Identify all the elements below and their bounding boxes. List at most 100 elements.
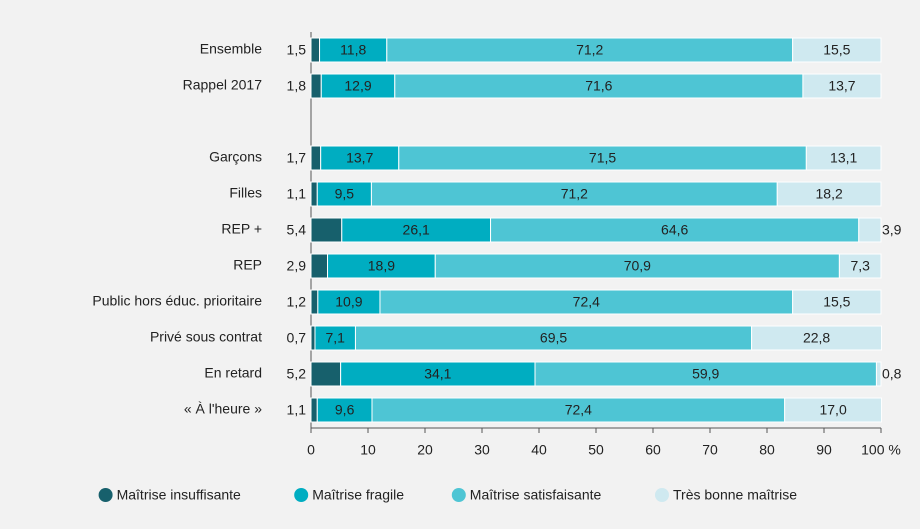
bar-segment	[341, 217, 492, 243]
bar-segment	[394, 73, 804, 99]
bar-segment	[354, 325, 753, 351]
value-label: 10,9	[335, 294, 362, 310]
value-label: 1,2	[287, 294, 307, 310]
value-label: 18,2	[816, 186, 843, 202]
x-tick-label: 50	[588, 442, 604, 458]
bar-segment	[802, 73, 882, 99]
bar-segment	[310, 325, 316, 351]
value-label: 5,4	[287, 222, 307, 238]
value-label: 17,0	[819, 402, 846, 418]
value-label: 18,9	[368, 258, 395, 274]
category-label: REP +	[221, 221, 262, 237]
value-label: 13,1	[830, 150, 857, 166]
value-label: 15,5	[823, 42, 850, 58]
bar-segment	[379, 289, 794, 315]
value-label: 69,5	[540, 330, 567, 346]
value-label: 2,9	[287, 258, 307, 274]
value-label: 5,2	[287, 366, 307, 382]
category-label: « À l'heure »	[184, 401, 262, 417]
bar-segment	[370, 181, 778, 207]
value-label: 71,6	[585, 78, 612, 94]
legend-swatch	[451, 488, 466, 502]
value-label: 26,1	[403, 222, 430, 238]
bar-segment	[327, 253, 436, 279]
bar-segment	[310, 37, 321, 63]
bar-segment	[310, 145, 322, 171]
bar-segment	[316, 181, 372, 207]
legend-label: Maîtrise insuffisante	[117, 487, 241, 503]
value-label: 12,9	[344, 78, 371, 94]
value-label: 34,1	[424, 366, 451, 382]
value-label: 1,5	[287, 42, 307, 58]
x-tick-label: 60	[645, 442, 661, 458]
bar-segment	[317, 289, 381, 315]
value-label: 1,1	[287, 402, 307, 418]
value-label: 13,7	[828, 78, 855, 94]
bar-segment	[398, 145, 807, 171]
bar-segment	[792, 37, 882, 63]
value-label: 7,3	[850, 258, 870, 274]
bar-segment	[490, 217, 860, 243]
bar-segment	[858, 217, 882, 243]
value-label: 0,7	[287, 330, 307, 346]
category-label: REP	[233, 257, 262, 273]
bar-segment	[320, 145, 400, 171]
value-label: 1,1	[287, 186, 307, 202]
category-label: Public hors éduc. prioritaire	[92, 293, 262, 309]
x-tick-label: 10	[360, 442, 376, 458]
value-label: 3,9	[882, 222, 902, 238]
value-label: 72,4	[573, 294, 600, 310]
bar-segment	[371, 397, 786, 423]
value-label: 1,7	[287, 150, 307, 166]
x-tick-label: 70	[702, 442, 718, 458]
bar-segment	[314, 325, 356, 351]
bar-segment	[310, 289, 319, 315]
legend-swatch	[294, 488, 309, 502]
category-label: Rappel 2017	[183, 77, 263, 93]
category-label: Garçons	[209, 149, 262, 165]
x-tick-label: 30	[474, 442, 490, 458]
legend-label: Maîtrise fragile	[312, 487, 404, 503]
x-tick-label: 20	[417, 442, 433, 458]
x-tick-label: 90	[816, 442, 832, 458]
value-label: 0,8	[882, 366, 902, 382]
value-label: 9,5	[335, 186, 355, 202]
bar-segment	[875, 361, 882, 387]
bar-segment	[434, 253, 840, 279]
bar-segment	[751, 325, 883, 351]
legend-label: Très bonne maîtrise	[673, 487, 797, 503]
value-label: 72,4	[565, 402, 592, 418]
bar-segment	[838, 253, 882, 279]
value-label: 71,5	[589, 150, 616, 166]
value-label: 59,9	[692, 366, 719, 382]
bar-segment	[319, 37, 388, 63]
value-label: 13,7	[346, 150, 373, 166]
legend-swatch	[655, 488, 669, 502]
category-label: En retard	[204, 365, 262, 381]
bar-segment	[310, 253, 329, 279]
bar-segment	[805, 145, 882, 171]
legend-swatch	[98, 488, 113, 502]
value-label: 9,6	[335, 402, 355, 418]
value-label: 64,6	[661, 222, 688, 238]
value-label: 7,1	[325, 330, 345, 346]
bar-segment	[310, 217, 343, 243]
category-label: Ensemble	[200, 41, 262, 57]
bar-segment	[310, 397, 318, 423]
value-label: 71,2	[561, 186, 588, 202]
bar-segment	[310, 361, 342, 387]
bar-segment	[310, 73, 322, 99]
category-label: Privé sous contrat	[150, 329, 262, 345]
legend-label: Maîtrise satisfaisante	[470, 487, 602, 503]
x-tick-label: 0	[307, 442, 315, 458]
value-label: 71,2	[576, 42, 603, 58]
x-tick-label: 80	[759, 442, 775, 458]
value-label: 1,8	[287, 78, 307, 94]
x-tick-label: 100 %	[861, 442, 901, 458]
value-label: 22,8	[803, 330, 830, 346]
bar-segment	[316, 397, 373, 423]
bar-segment	[784, 397, 883, 423]
bar-segment	[792, 289, 882, 315]
category-label: Filles	[229, 185, 262, 201]
